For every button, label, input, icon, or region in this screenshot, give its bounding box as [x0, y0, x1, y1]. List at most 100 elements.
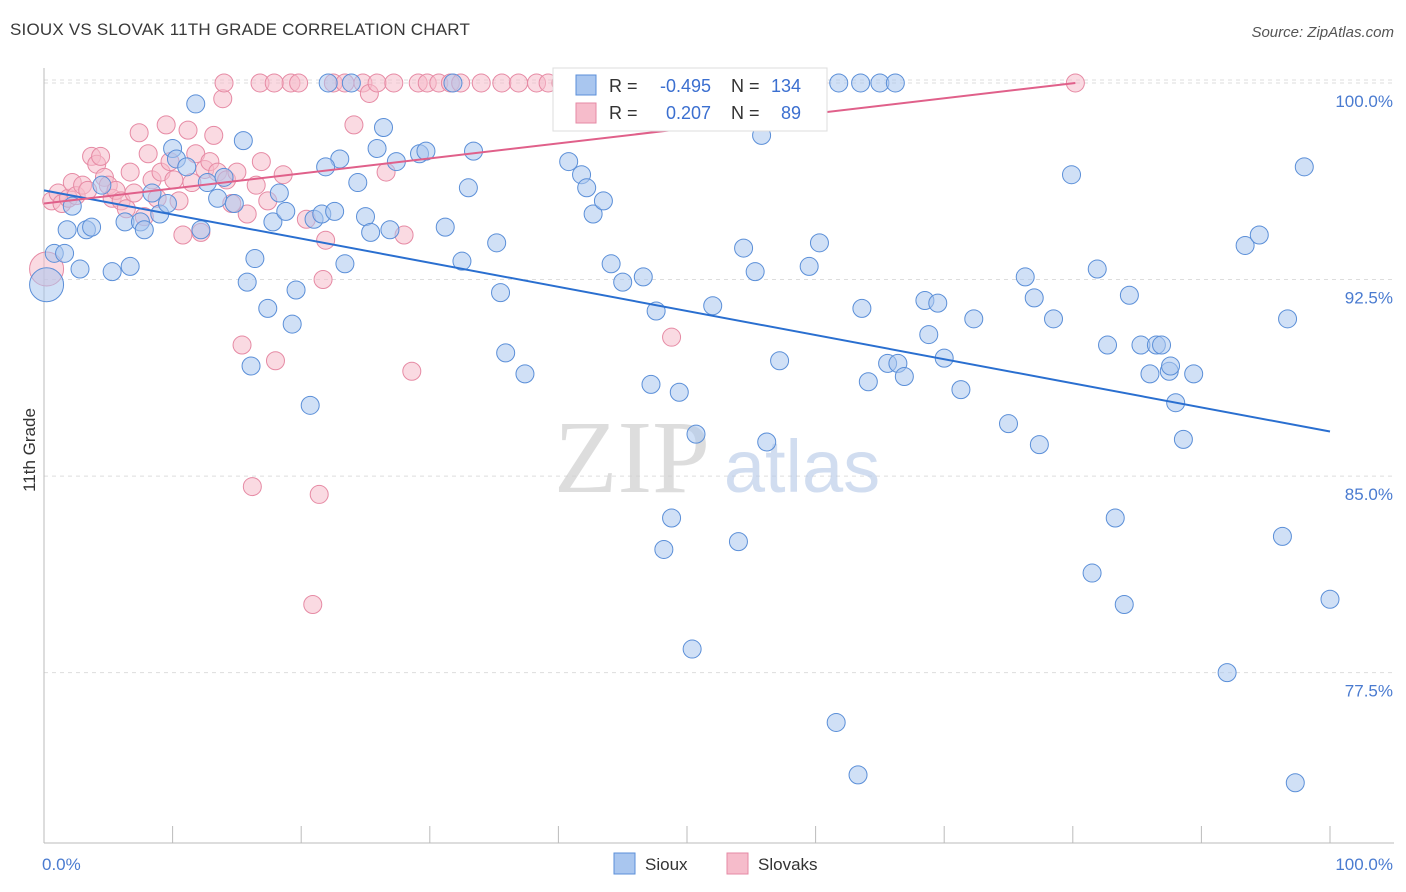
sioux-point — [443, 73, 463, 93]
sioux-point — [1062, 165, 1082, 185]
sioux-point — [318, 73, 338, 93]
axes: 100.0% 92.5% 85.0% 77.5% 0.0% 100.0% — [42, 68, 1394, 874]
sioux-point — [745, 262, 765, 282]
sioux-point — [728, 532, 748, 552]
sioux-point — [452, 251, 472, 271]
sioux-point — [208, 188, 228, 208]
sioux-point — [1294, 157, 1314, 177]
sioux-point — [416, 141, 436, 161]
sioux-point — [341, 73, 361, 93]
legend-slovaks-label: Slovaks — [758, 855, 818, 874]
slovaks-point — [313, 270, 333, 290]
sioux-point — [191, 220, 211, 240]
sioux-point — [848, 765, 868, 785]
sioux-point — [348, 173, 368, 193]
sioux-point — [964, 309, 984, 329]
slovaks-point — [289, 73, 309, 93]
x-tick-label: 0.0% — [42, 855, 81, 874]
sioux-point — [197, 173, 217, 193]
watermark: ZIP atlas — [554, 400, 880, 515]
sioux-point — [491, 283, 511, 303]
sioux-point — [102, 262, 122, 282]
y-tick-label: 85.0% — [1345, 485, 1393, 504]
slovaks-point — [232, 335, 252, 355]
slovaks-point — [471, 73, 491, 93]
slovaks-point — [309, 484, 329, 504]
slovaks-point — [237, 204, 257, 224]
sioux-point — [157, 194, 177, 214]
slovaks-point — [120, 162, 140, 182]
sioux-point — [464, 141, 484, 161]
sioux-point — [852, 298, 872, 318]
sioux-point — [885, 73, 905, 93]
sioux-point — [577, 178, 597, 198]
trend-lines — [43, 81, 1331, 433]
stats-slovaks-r-label: R = — [609, 103, 638, 123]
y-tick-label: 100.0% — [1335, 92, 1393, 111]
stats-slovaks-r-value: 0.207 — [666, 103, 711, 123]
slovaks-point — [138, 144, 158, 164]
slovaks-point — [367, 73, 387, 93]
sioux-point — [224, 194, 244, 214]
sioux-point — [593, 191, 613, 211]
sioux-point — [57, 220, 77, 240]
stats-sioux-n-value: 134 — [771, 76, 801, 96]
sioux-point — [583, 204, 603, 224]
sioux-point — [1235, 235, 1255, 255]
sioux-point — [799, 256, 819, 276]
sioux-point — [826, 712, 846, 732]
x-tick-label: 100.0% — [1335, 855, 1393, 874]
sioux-point — [1105, 508, 1125, 528]
sioux-point — [1278, 309, 1298, 329]
legend-sioux-label: Sioux — [645, 855, 688, 874]
stats-sioux-swatch — [575, 74, 597, 96]
slovaks-point — [246, 175, 266, 195]
sioux-point — [999, 414, 1018, 434]
sioux-point — [134, 220, 154, 240]
slovaks-point — [178, 120, 198, 140]
sioux-point — [361, 222, 381, 242]
sioux-point — [1082, 563, 1102, 583]
sioux-point — [1119, 285, 1139, 305]
sioux-point — [919, 325, 939, 345]
sioux-point — [186, 94, 206, 114]
slovaks-point — [384, 73, 404, 93]
slovaks-point — [509, 73, 529, 93]
slovaks-point — [156, 115, 176, 135]
watermark-atlas: atlas — [724, 425, 880, 508]
sioux-point — [258, 298, 278, 318]
sioux-point — [263, 212, 283, 232]
slovaks-point — [264, 73, 284, 93]
stats-sioux-r-label: R = — [609, 76, 638, 96]
sioux-point — [1098, 335, 1118, 355]
sioux-trend-line — [43, 189, 1331, 433]
slovaks-point — [265, 351, 285, 371]
slovaks-point — [492, 73, 512, 93]
stats-sioux-n-label: N = — [731, 76, 760, 96]
slovaks-point — [173, 225, 193, 245]
sioux-point — [380, 220, 400, 240]
sioux-point — [487, 233, 507, 253]
sioux-point — [1161, 356, 1181, 376]
sioux-point — [1114, 595, 1134, 615]
y-tick-label: 92.5% — [1345, 289, 1393, 308]
sioux-point — [1044, 309, 1064, 329]
y-axis-label: 11th Grade — [20, 408, 39, 492]
source-credit: Source: ZipAtlas.com — [1251, 24, 1394, 41]
sioux-point — [1272, 526, 1292, 546]
sioux-point — [458, 178, 478, 198]
sioux-point — [269, 183, 289, 203]
stats-box: R = -0.495 N = 134 R = 0.207 N = 89 — [552, 67, 828, 132]
sioux-point — [1024, 288, 1044, 308]
slovaks-point — [303, 595, 323, 615]
slovaks-point — [129, 123, 149, 143]
sioux-point — [92, 175, 112, 195]
sioux-point — [515, 364, 535, 384]
stats-sioux-r-value: -0.495 — [660, 76, 711, 96]
sioux-point — [335, 254, 355, 274]
stats-box-frame — [552, 67, 828, 132]
sioux-point — [703, 296, 723, 316]
sioux-point — [120, 256, 140, 276]
legend-slovaks-swatch — [726, 852, 749, 875]
